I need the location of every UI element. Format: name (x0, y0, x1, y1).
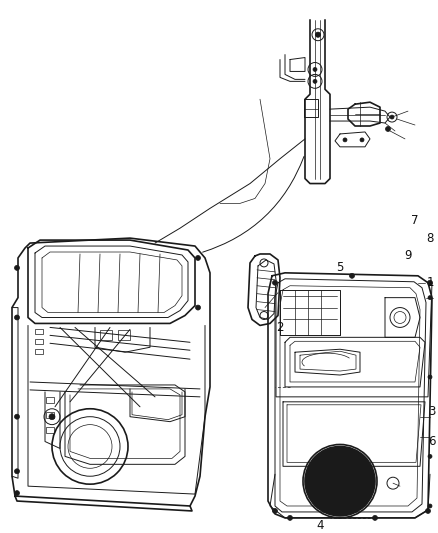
Circle shape (14, 265, 20, 270)
Circle shape (14, 315, 20, 320)
Circle shape (313, 79, 317, 83)
Text: 1: 1 (426, 276, 434, 289)
Text: 5: 5 (336, 261, 344, 274)
Circle shape (315, 32, 321, 37)
Circle shape (350, 273, 354, 278)
Circle shape (14, 469, 20, 474)
Text: 6: 6 (428, 435, 436, 448)
Bar (35, 349, 43, 354)
Circle shape (428, 455, 432, 458)
Circle shape (360, 138, 364, 142)
Text: 2: 2 (276, 321, 284, 334)
Circle shape (49, 414, 55, 419)
Circle shape (385, 126, 391, 132)
Bar (46, 397, 54, 403)
Circle shape (428, 375, 432, 379)
Text: 7: 7 (411, 214, 419, 227)
Bar (304, 99, 318, 117)
Circle shape (427, 280, 432, 285)
Circle shape (195, 305, 201, 310)
Text: 8: 8 (426, 232, 434, 245)
Circle shape (390, 115, 394, 119)
Bar (35, 340, 43, 344)
Circle shape (343, 138, 347, 142)
Bar (100, 330, 112, 340)
Bar (35, 329, 43, 334)
Circle shape (305, 447, 375, 516)
Circle shape (425, 508, 431, 513)
Circle shape (195, 255, 201, 261)
Circle shape (372, 515, 378, 520)
Circle shape (272, 508, 278, 513)
Bar (118, 330, 130, 340)
Circle shape (428, 504, 432, 508)
Text: 3: 3 (428, 405, 436, 418)
Circle shape (14, 414, 20, 419)
Text: 4: 4 (316, 519, 324, 532)
FancyArrowPatch shape (203, 156, 304, 252)
Text: 9: 9 (404, 249, 412, 262)
Circle shape (313, 68, 317, 71)
Circle shape (428, 296, 432, 300)
Circle shape (14, 490, 20, 496)
Bar (46, 426, 54, 433)
Circle shape (272, 280, 278, 285)
Circle shape (287, 515, 293, 520)
Bar (46, 411, 54, 418)
